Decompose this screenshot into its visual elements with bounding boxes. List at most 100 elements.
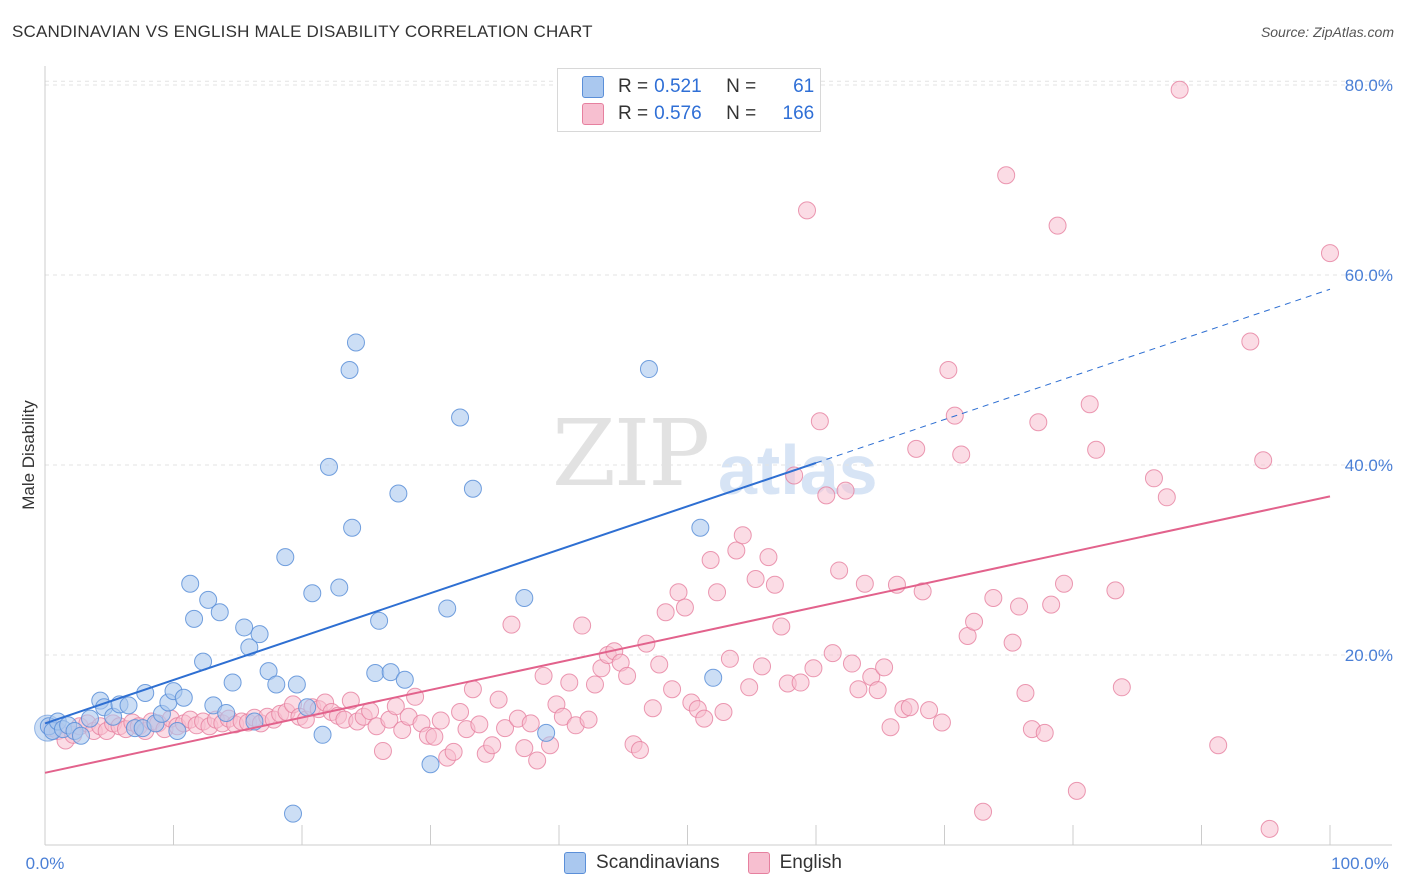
- english-point[interactable]: [470, 715, 489, 734]
- english-point[interactable]: [502, 615, 521, 634]
- scandinavian-point[interactable]: [421, 755, 440, 774]
- scandinavian-point[interactable]: [80, 709, 99, 728]
- english-point[interactable]: [1144, 469, 1163, 488]
- english-point[interactable]: [804, 659, 823, 678]
- english-point[interactable]: [1003, 633, 1022, 652]
- english-point[interactable]: [373, 741, 392, 760]
- scandinavian-point[interactable]: [235, 618, 254, 637]
- english-point[interactable]: [406, 687, 425, 706]
- scandinavian-point[interactable]: [287, 675, 306, 694]
- english-point[interactable]: [663, 680, 682, 699]
- english-point[interactable]: [849, 680, 868, 699]
- scandinavian-point[interactable]: [319, 457, 338, 476]
- english-point[interactable]: [1321, 244, 1339, 263]
- english-point[interactable]: [1080, 395, 1099, 414]
- english-point[interactable]: [1048, 216, 1067, 235]
- english-point[interactable]: [772, 617, 791, 636]
- english-point[interactable]: [727, 541, 746, 560]
- english-point[interactable]: [791, 673, 810, 692]
- english-point[interactable]: [810, 412, 829, 431]
- english-point[interactable]: [1170, 80, 1189, 99]
- scandinavian-point[interactable]: [298, 698, 317, 717]
- english-point[interactable]: [836, 481, 855, 500]
- scandinavian-point[interactable]: [395, 670, 414, 689]
- english-point[interactable]: [1016, 684, 1035, 702]
- english-point[interactable]: [650, 655, 669, 674]
- english-point[interactable]: [984, 589, 1003, 607]
- english-point[interactable]: [952, 445, 971, 464]
- english-point[interactable]: [1029, 413, 1048, 432]
- scandinavian-point[interactable]: [284, 804, 303, 823]
- scandinavian-point[interactable]: [381, 663, 400, 682]
- english-point[interactable]: [868, 681, 887, 700]
- english-point[interactable]: [463, 680, 482, 699]
- scandinavian-point[interactable]: [71, 726, 90, 745]
- english-point[interactable]: [932, 713, 951, 732]
- scandinavian-point[interactable]: [515, 589, 534, 607]
- english-point[interactable]: [1042, 595, 1061, 614]
- scandinavian-point[interactable]: [185, 609, 204, 628]
- english-point[interactable]: [1260, 819, 1279, 838]
- scandinavian-point[interactable]: [451, 408, 470, 427]
- scandinavian-point[interactable]: [330, 578, 349, 597]
- english-point[interactable]: [855, 574, 874, 593]
- scandinavian-point[interactable]: [704, 668, 723, 687]
- scandinavian-point[interactable]: [168, 722, 187, 740]
- scandinavian-point[interactable]: [210, 603, 229, 622]
- english-point[interactable]: [830, 561, 849, 580]
- english-point[interactable]: [939, 361, 958, 379]
- english-point[interactable]: [1112, 678, 1131, 697]
- english-point[interactable]: [553, 707, 572, 726]
- english-point[interactable]: [643, 699, 662, 718]
- english-point[interactable]: [753, 657, 772, 676]
- scandinavian-point[interactable]: [463, 479, 482, 498]
- english-point[interactable]: [483, 736, 502, 755]
- english-point[interactable]: [708, 583, 727, 602]
- scandinavian-point[interactable]: [174, 688, 193, 707]
- scandinavian-point[interactable]: [340, 361, 359, 379]
- scandinavian-point[interactable]: [276, 548, 295, 567]
- scandinavian-point[interactable]: [389, 484, 408, 503]
- english-point[interactable]: [733, 526, 752, 545]
- english-point[interactable]: [1254, 451, 1273, 470]
- scandinavian-point[interactable]: [119, 696, 138, 715]
- english-point[interactable]: [907, 439, 926, 458]
- scandinavian-point[interactable]: [639, 360, 658, 379]
- english-point[interactable]: [444, 742, 463, 761]
- english-point[interactable]: [528, 751, 547, 770]
- legend-item-scandinavians[interactable]: Scandinavians: [564, 852, 720, 874]
- english-point[interactable]: [920, 701, 939, 720]
- scandinavian-point[interactable]: [181, 574, 200, 593]
- scandinavian-point[interactable]: [691, 518, 710, 537]
- english-point[interactable]: [746, 570, 765, 588]
- english-point[interactable]: [900, 698, 919, 717]
- english-point[interactable]: [1055, 574, 1074, 593]
- english-point[interactable]: [515, 739, 534, 758]
- scandinavian-point[interactable]: [346, 333, 365, 352]
- english-point[interactable]: [1209, 736, 1228, 755]
- english-point[interactable]: [740, 678, 759, 697]
- english-point[interactable]: [496, 719, 515, 738]
- english-point[interactable]: [817, 486, 836, 505]
- english-point[interactable]: [534, 666, 553, 685]
- english-point[interactable]: [1067, 781, 1086, 800]
- english-point[interactable]: [630, 741, 649, 759]
- scandinavian-point[interactable]: [370, 611, 389, 630]
- scandinavian-point[interactable]: [240, 638, 259, 657]
- english-point[interactable]: [341, 691, 360, 710]
- english-point[interactable]: [974, 802, 993, 821]
- english-point[interactable]: [997, 166, 1016, 185]
- scandinavian-point[interactable]: [250, 625, 269, 644]
- english-point[interactable]: [714, 703, 733, 721]
- english-point[interactable]: [720, 649, 739, 668]
- scandinavian-point[interactable]: [366, 664, 385, 683]
- english-point[interactable]: [656, 603, 675, 622]
- english-point[interactable]: [618, 666, 637, 685]
- english-point[interactable]: [489, 690, 508, 709]
- english-point[interactable]: [759, 548, 778, 567]
- english-point[interactable]: [669, 583, 688, 602]
- english-point[interactable]: [579, 710, 598, 729]
- scandinavian-point[interactable]: [303, 584, 322, 603]
- english-point[interactable]: [425, 727, 444, 746]
- scandinavian-point[interactable]: [245, 712, 264, 731]
